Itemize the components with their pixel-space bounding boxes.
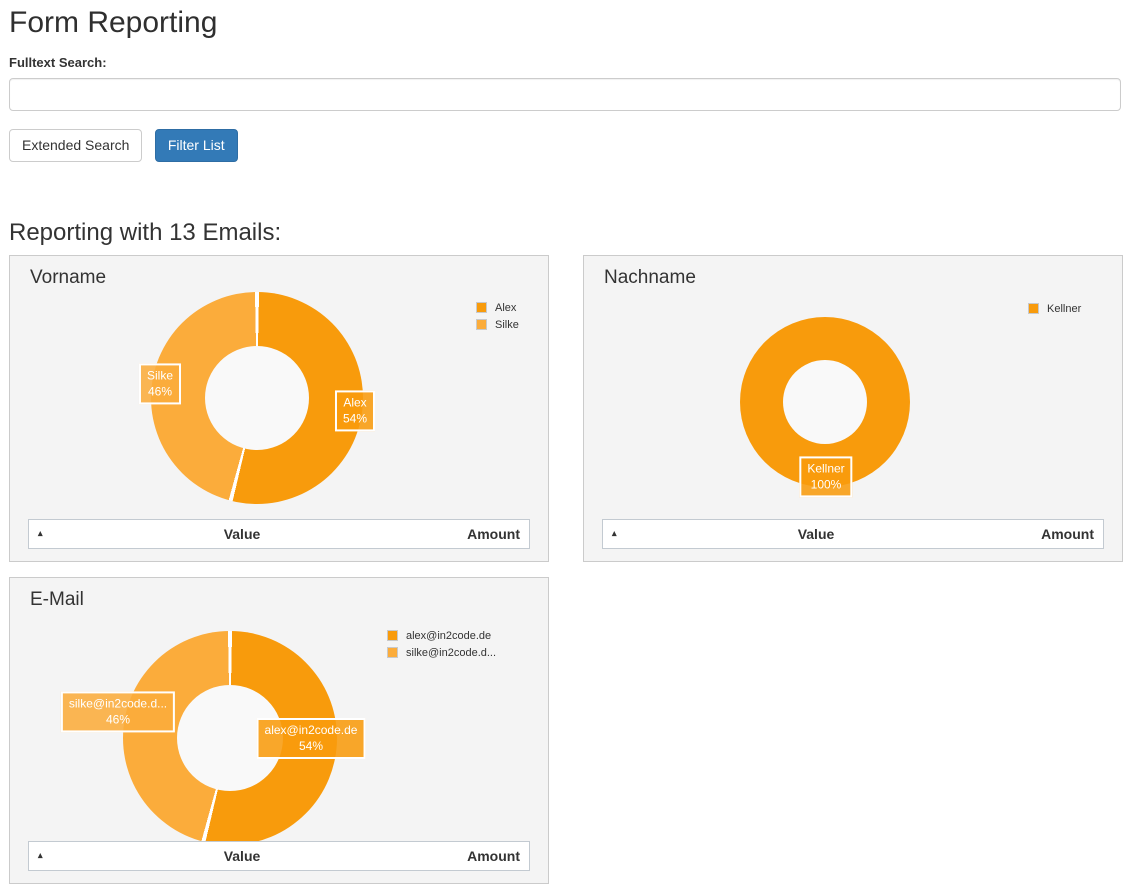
chart-legend: alex@in2code.de silke@in2code.d... (387, 630, 496, 664)
chart-panels: Vorname Silke 46% Alex 54% Alex Silke (9, 254, 1123, 884)
legend-item: Alex (476, 302, 519, 314)
legend-swatch (476, 302, 487, 314)
sort-caret-icon[interactable]: ▴ (612, 528, 617, 539)
chart-panel-email: E-Mail silke@in2code.d... 46% alex@in2co… (9, 576, 549, 884)
results-table-header: ▴ Value Amount (28, 518, 530, 549)
slice-label-kellner: Kellner 100% (799, 456, 853, 498)
slice-label-silke-email: silke@in2code.d... 46% (60, 691, 176, 733)
legend-item: Silke (476, 319, 519, 331)
results-table-header: ▴ Value Amount (602, 518, 1104, 549)
sort-caret-icon[interactable]: ▴ (38, 850, 43, 861)
legend-label: Kellner (1047, 302, 1082, 315)
legend-item: alex@in2code.de (387, 630, 496, 642)
legend-swatch (387, 630, 398, 642)
donut-hole (783, 359, 867, 444)
legend-swatch (387, 647, 398, 659)
fulltext-search-label: Fulltext Search: (9, 54, 107, 70)
panel-title: Vorname (30, 266, 107, 288)
legend-label: Alex (495, 301, 517, 314)
value-column-header[interactable]: Value (797, 525, 835, 542)
chart-legend: Alex Silke (476, 302, 519, 336)
legend-label: silke@in2code.d... (406, 646, 497, 659)
chart-panel-nachname: Nachname Kellner 100% Kellner ▴ Value Am… (583, 254, 1123, 562)
legend-item: silke@in2code.d... (387, 647, 496, 659)
value-column-header[interactable]: Value (223, 847, 261, 864)
slice-label-alex: Alex 54% (334, 390, 376, 432)
filter-list-button[interactable]: Filter List (154, 128, 238, 163)
legend-item: Kellner (1028, 303, 1081, 315)
extended-search-button[interactable]: Extended Search (9, 128, 143, 163)
panel-title: E-Mail (30, 588, 84, 610)
search-actions: Extended Search Filter List (9, 128, 1116, 163)
value-column-header[interactable]: Value (223, 525, 261, 542)
amount-column-header[interactable]: Amount (1041, 525, 1094, 542)
results-table-header: ▴ Value Amount (28, 840, 530, 871)
legend-label: Silke (495, 318, 519, 331)
panel-title: Nachname (604, 266, 696, 288)
chart-panel-vorname: Vorname Silke 46% Alex 54% Alex Silke (9, 254, 549, 562)
amount-column-header[interactable]: Amount (467, 847, 520, 864)
chart-legend: Kellner (1028, 303, 1081, 320)
donut-hole (205, 345, 309, 450)
amount-column-header[interactable]: Amount (467, 525, 520, 542)
slice-label-alex-email: alex@in2code.de 54% (256, 717, 366, 760)
legend-label: alex@in2code.de (406, 629, 492, 642)
slice-label-silke: Silke 46% (138, 363, 182, 405)
sort-caret-icon[interactable]: ▴ (38, 528, 43, 539)
page-title: Form Reporting (9, 6, 218, 39)
fulltext-search-input[interactable] (9, 77, 1121, 111)
legend-swatch (1028, 303, 1039, 315)
section-heading: Reporting with 13 Emails: (9, 219, 282, 247)
legend-swatch (476, 319, 487, 331)
